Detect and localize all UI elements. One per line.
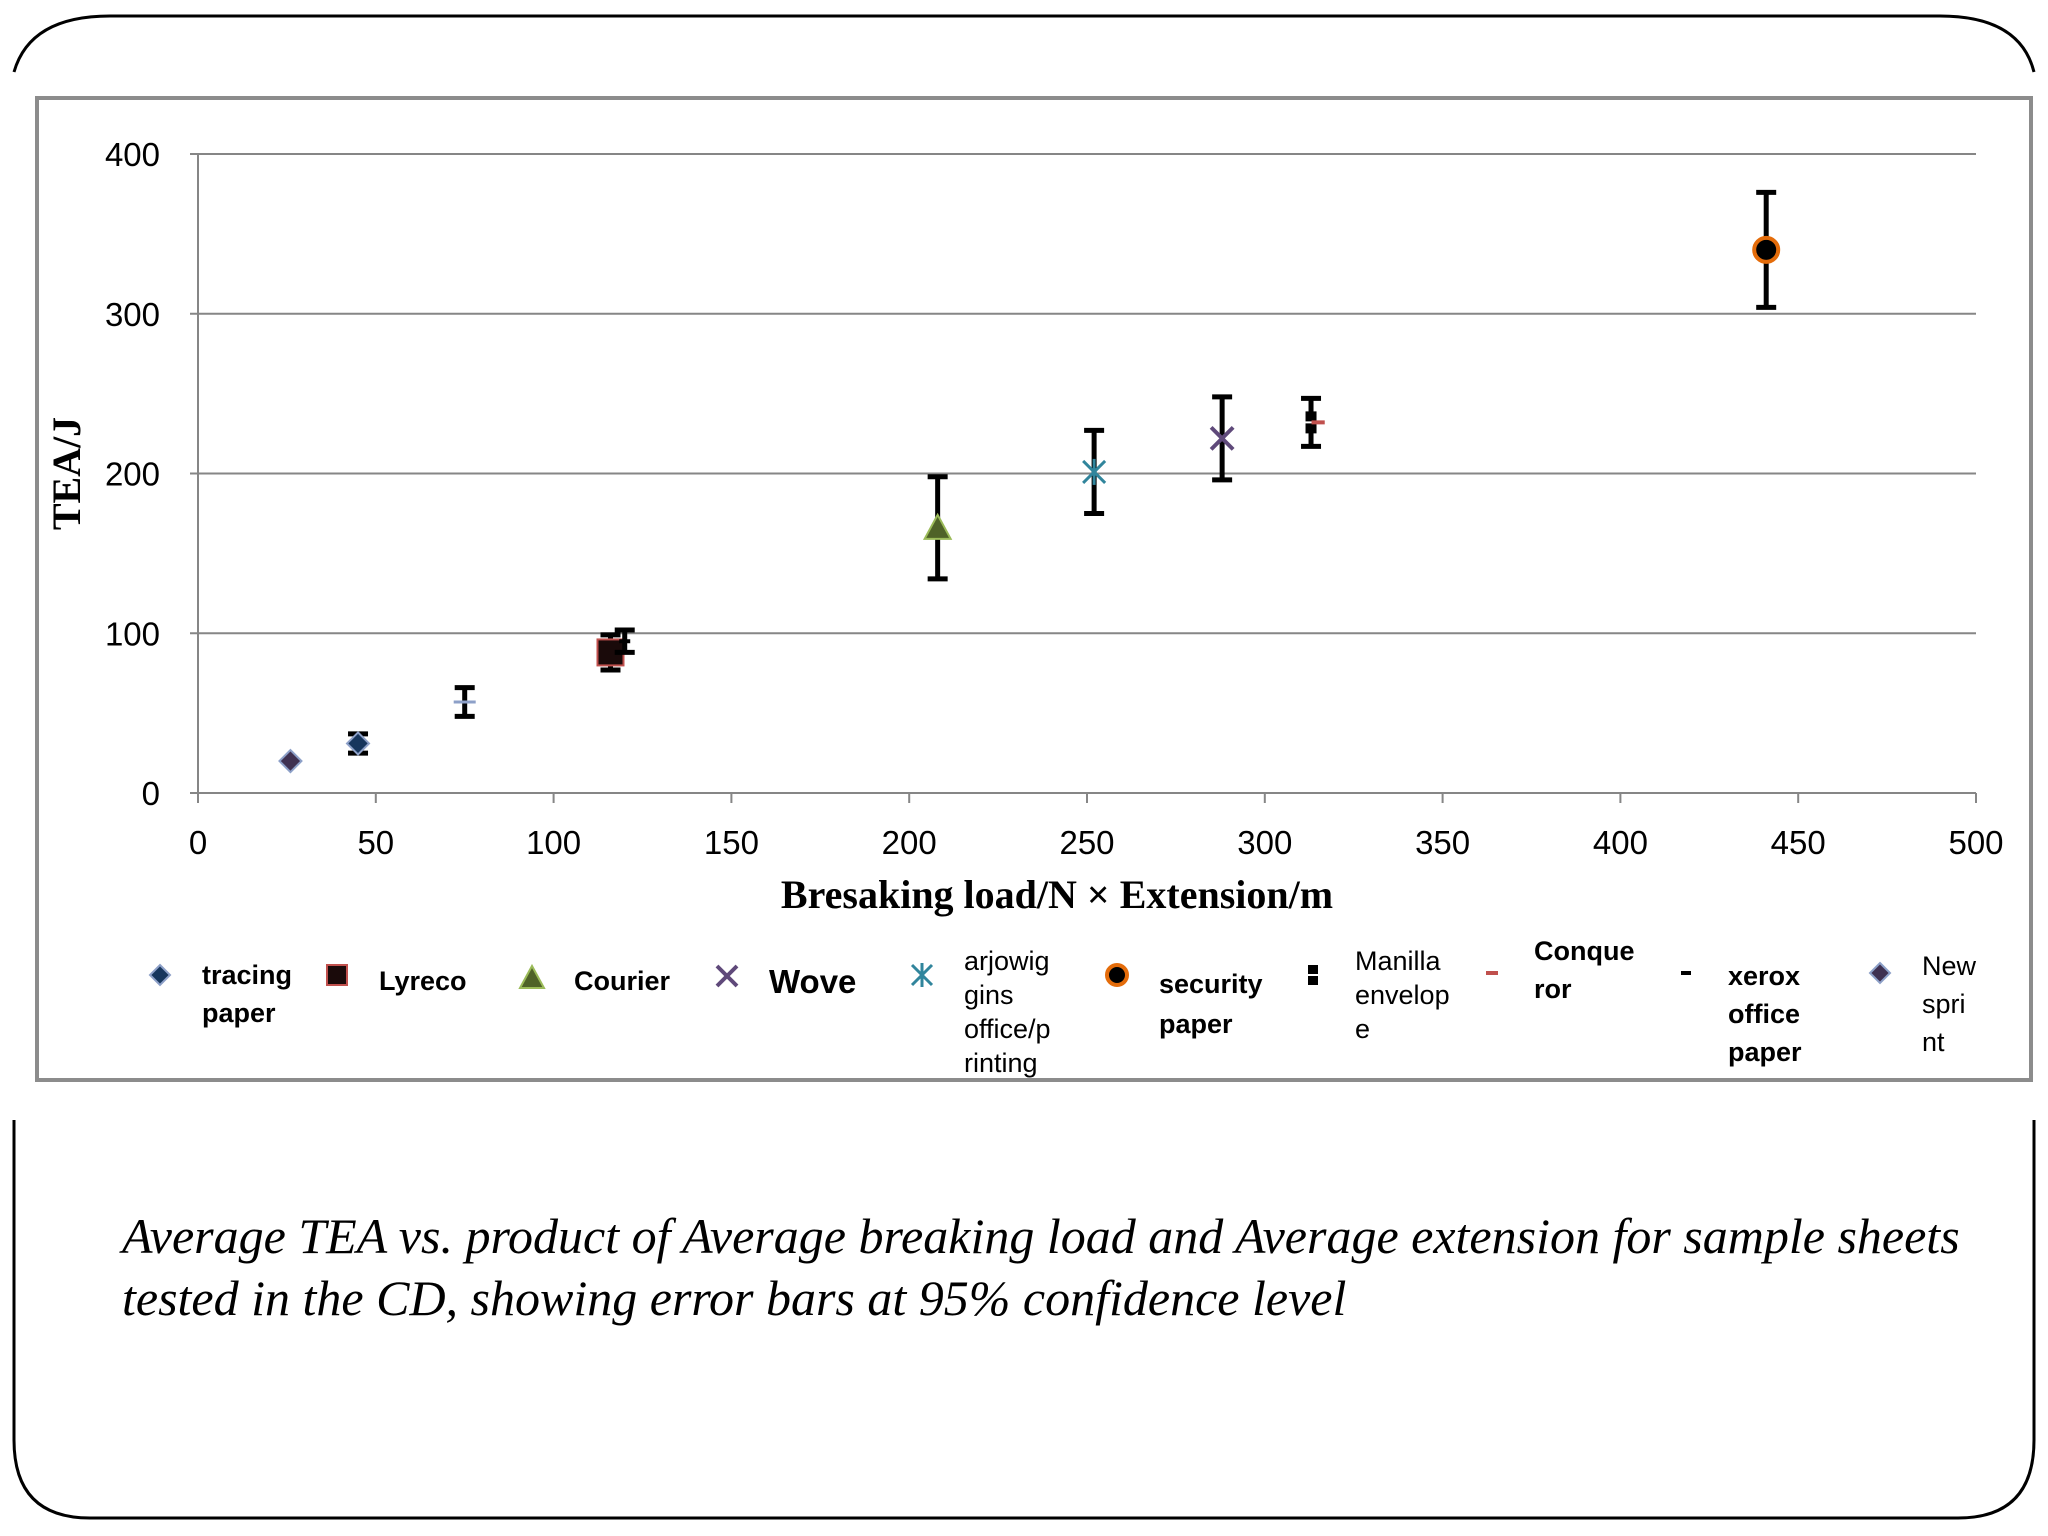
legend-label: paper: [202, 998, 276, 1028]
legend-label: arjowig: [964, 946, 1050, 976]
legend-label: paper: [1728, 1037, 1802, 1067]
data-point-9: [278, 748, 303, 774]
x-tick-label: 300: [1237, 824, 1292, 861]
slide-frame-top: [12, 14, 2036, 73]
y-tick-label: 400: [105, 136, 160, 173]
legend-label: Manilla: [1355, 946, 1442, 976]
legend-label: spri: [1922, 989, 1966, 1019]
legend-label: xerox: [1728, 961, 1800, 991]
legend-marker-shape: [1868, 961, 1892, 985]
data-point-2: [922, 512, 953, 540]
y-tick-label: 0: [142, 775, 160, 812]
x-tick-label: 350: [1415, 824, 1470, 861]
x-tick-label: 400: [1593, 824, 1648, 861]
legend-marker-shape: [518, 963, 546, 989]
x-tick-label: 0: [189, 824, 207, 861]
legend-marker: [715, 964, 739, 988]
legend-marker: [1105, 963, 1129, 987]
legend-label: paper: [1159, 1009, 1233, 1039]
legend-label: Wove: [769, 963, 856, 1000]
legend-label: Conque: [1534, 936, 1635, 966]
x-tick-label: 250: [1059, 824, 1114, 861]
chart-box: [35, 96, 2033, 1082]
x-tick-label: 450: [1771, 824, 1826, 861]
data-point-0: [345, 731, 371, 756]
x-axis-title: Bresaking load/N × Extension/m: [781, 872, 1333, 917]
legend-marker-shape: [1105, 963, 1129, 987]
x-tick-label: 200: [882, 824, 937, 861]
legend-label: New: [1922, 951, 1977, 981]
legend-label: security: [1159, 969, 1263, 999]
legend-label: office: [1728, 999, 1800, 1029]
y-tick-label: 100: [105, 615, 160, 652]
legend-label: office/p: [964, 1014, 1051, 1044]
legend-label: gins: [964, 980, 1014, 1010]
legend-label: Courier: [574, 966, 671, 996]
legend-marker: [148, 963, 172, 987]
x-tick-label: 500: [1948, 824, 2003, 861]
legend-marker-stroke: [715, 964, 739, 988]
legend-label: ror: [1534, 974, 1572, 1004]
data-point-3-stroke: [1209, 425, 1235, 451]
slide-frame-bottom: [12, 1120, 2036, 1520]
legend-marker: [1868, 961, 1892, 985]
legend-label: tracing: [202, 960, 292, 990]
figure-caption: Average TEA vs. product of Average break…: [122, 1208, 1960, 1326]
legend-marker: [326, 964, 348, 986]
data-point-0-shape: [345, 731, 371, 756]
legend-label: Lyreco: [379, 966, 467, 996]
x-tick-label: 50: [357, 824, 394, 861]
legend-marker-shape: [148, 963, 172, 987]
y-tick-label: 300: [105, 296, 160, 333]
y-tick-label: 200: [105, 456, 160, 493]
legend-label: rinting: [964, 1048, 1038, 1078]
data-point-3: [1209, 425, 1235, 451]
data-point-5-shape: [1752, 235, 1781, 264]
data-point-4: [1082, 458, 1107, 485]
legend-marker: [910, 963, 934, 987]
legend-marker-shape: [326, 964, 348, 986]
x-tick-label: 100: [526, 824, 581, 861]
legend-label: nt: [1922, 1027, 1945, 1057]
legend-label: envelop: [1355, 980, 1450, 1010]
legend-label: e: [1355, 1014, 1370, 1044]
data-point-2-shape: [922, 512, 953, 540]
legend-marker: [518, 963, 546, 989]
data-point-5: [1752, 235, 1781, 264]
y-axis-title: TEA/J: [44, 417, 89, 530]
data-point-9-shape: [278, 748, 303, 774]
x-tick-label: 150: [704, 824, 759, 861]
legend-marker: [1308, 965, 1318, 985]
